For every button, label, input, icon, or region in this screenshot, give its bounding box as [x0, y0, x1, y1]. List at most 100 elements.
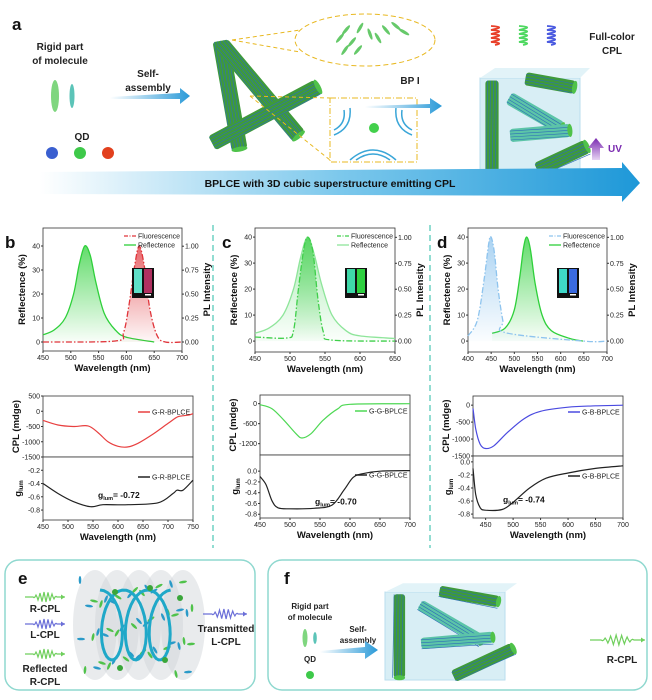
cylinder-end [292, 130, 305, 142]
arrow-icon [110, 88, 190, 104]
rod-molecule-icon [184, 670, 192, 674]
rod-molecule-icon [83, 666, 87, 674]
panel-label-f: f [284, 569, 290, 588]
cylinder-stripe [452, 648, 514, 676]
transmitted-label-2: L-CPL [211, 637, 240, 648]
rod-molecule-icon [176, 608, 184, 612]
qd-sphere-icon [162, 657, 168, 663]
rod-molecule-icon [136, 617, 142, 625]
rod-molecule-icon [302, 629, 308, 647]
y2-tick-label: 0.25 [185, 316, 199, 323]
y-tick-label: 30 [457, 261, 465, 268]
cylinder-end [509, 642, 517, 655]
cylinder-stripe [509, 126, 570, 132]
r-cpl-wave-icon [590, 632, 645, 648]
x-tick-label: 500 [508, 356, 520, 363]
reflected-label-1: Reflected [22, 664, 67, 675]
lum-subscript: lum [103, 496, 113, 502]
y-tick-label: -600 [243, 421, 257, 428]
sample-photo-vial [569, 269, 577, 293]
cylinder-end [567, 123, 573, 137]
rod-molecule-icon [147, 651, 153, 659]
series-line-reflectence [42, 245, 155, 343]
panel-label-d: d [437, 233, 447, 252]
rod-molecule-icon [104, 595, 108, 603]
sample-photo-vial [559, 269, 567, 293]
y-tick-label: 10 [457, 313, 465, 320]
y-tick-label: 40 [32, 244, 40, 251]
y2-tick-label: 0.75 [610, 261, 624, 268]
cylinder-stripe [210, 85, 318, 141]
rod-molecule-icon [122, 656, 130, 662]
glum-value: = -0.72 [113, 490, 140, 500]
legend-label: Fluorescence [138, 234, 180, 241]
chart-d-spectra: 400 450 500 550 600 650 700 0 10 20 30 40 0.00 0.25 0.… [442, 227, 638, 375]
rod-molecule-icon [99, 600, 103, 608]
panel-a: a Rigid part of molecule QD Self- assemb… [12, 13, 640, 202]
cylinder-stripe [401, 594, 404, 678]
full-color-label-1: Full-color [589, 32, 635, 43]
helix-icon [546, 25, 557, 46]
y-tick-label: 0.0 [460, 459, 470, 466]
cpl-waves [25, 591, 247, 660]
chart-b-spectra: 450 500 550 600 650 700 0 10 20 30 40 0.00 0.25 0.50 0… [17, 227, 213, 374]
helix-icon [490, 25, 501, 46]
bp-label: BP I [400, 76, 419, 87]
x-axis-label: Wavelength (nm) [80, 532, 156, 543]
cylinder-stripe [536, 145, 587, 168]
y-axis-label: CPL (mdge) [11, 400, 22, 453]
rod-molecule-icon [356, 22, 364, 34]
x-axis-label: Wavelength (nm) [499, 364, 575, 375]
cylinder-stripe [508, 98, 560, 131]
cylinder-stripe [209, 82, 317, 139]
y-tick-label: -500 [456, 420, 470, 427]
panel-e: e R-CPL L-CPL Reflected R-CPL Transmitte… [4, 559, 256, 691]
plot-area-bottom [42, 456, 194, 521]
cylinder [451, 642, 517, 681]
y-tick-label: 0 [36, 409, 40, 416]
scale-bar [570, 294, 576, 296]
rod-molecule-icon [78, 576, 82, 584]
rod-molecule-icon [90, 599, 98, 603]
y2-tick-label: 0.50 [610, 287, 624, 294]
y-tick-label: 40 [457, 235, 465, 242]
y-axis-label: Reflectence (%) [229, 255, 240, 326]
y-tick-label: -1500 [452, 454, 470, 461]
rod-molecule-icon [179, 580, 187, 584]
y-tick-label: 20 [32, 292, 40, 299]
y-tick-label: 0 [253, 401, 257, 408]
cylinder-stripe [534, 142, 586, 166]
legend-label: G-G-BPLCE [369, 473, 408, 480]
sample-photo-vial [134, 269, 142, 293]
rod-molecule-icon [85, 604, 93, 608]
chart-d-cpl: G-B-BPLCE 0 -500 -1000 -1500 G-B-BPLCE 0.0 -0.2… [441, 395, 629, 541]
qd-sphere-icon [147, 585, 153, 591]
y-tick-label: 40 [244, 235, 252, 242]
cylinder-stripe [421, 643, 494, 650]
x-tick-label: 450 [480, 522, 492, 529]
x-tick-label: 550 [93, 355, 105, 362]
y-tick-label: 20 [244, 287, 252, 294]
rod-molecule-icon [169, 580, 173, 588]
arrow-head-icon [61, 621, 65, 627]
cylinder-stripe [524, 82, 574, 94]
y2-axis-label: glum [230, 478, 242, 494]
rod-molecule-icon [398, 28, 410, 36]
y2-tick-label: 1.00 [610, 235, 624, 242]
y2-tick-label: 0.75 [398, 261, 412, 268]
banner-text: BPLCE with 3D cubic superstructure emitt… [205, 178, 456, 190]
y2-axis-label: PL Intensity [627, 262, 638, 316]
series-line-fluorescence [42, 245, 183, 344]
x-tick-label: 500 [284, 356, 296, 363]
cylinder-stripe [213, 90, 321, 147]
cylinder-stripe [525, 79, 575, 91]
rod-molecule-icon [69, 84, 75, 108]
glum-annotation: glum= -0.72 [98, 490, 140, 502]
g-symbol: g [13, 491, 24, 497]
rod-molecule-icon [381, 25, 391, 35]
series-fill-reflectence [255, 237, 395, 342]
rod-molecule-icon [91, 633, 95, 641]
y-tick-label: -0.8 [245, 512, 257, 519]
y-axis-label: CPL (mdge) [441, 399, 452, 452]
panel-label-b: b [5, 233, 15, 252]
